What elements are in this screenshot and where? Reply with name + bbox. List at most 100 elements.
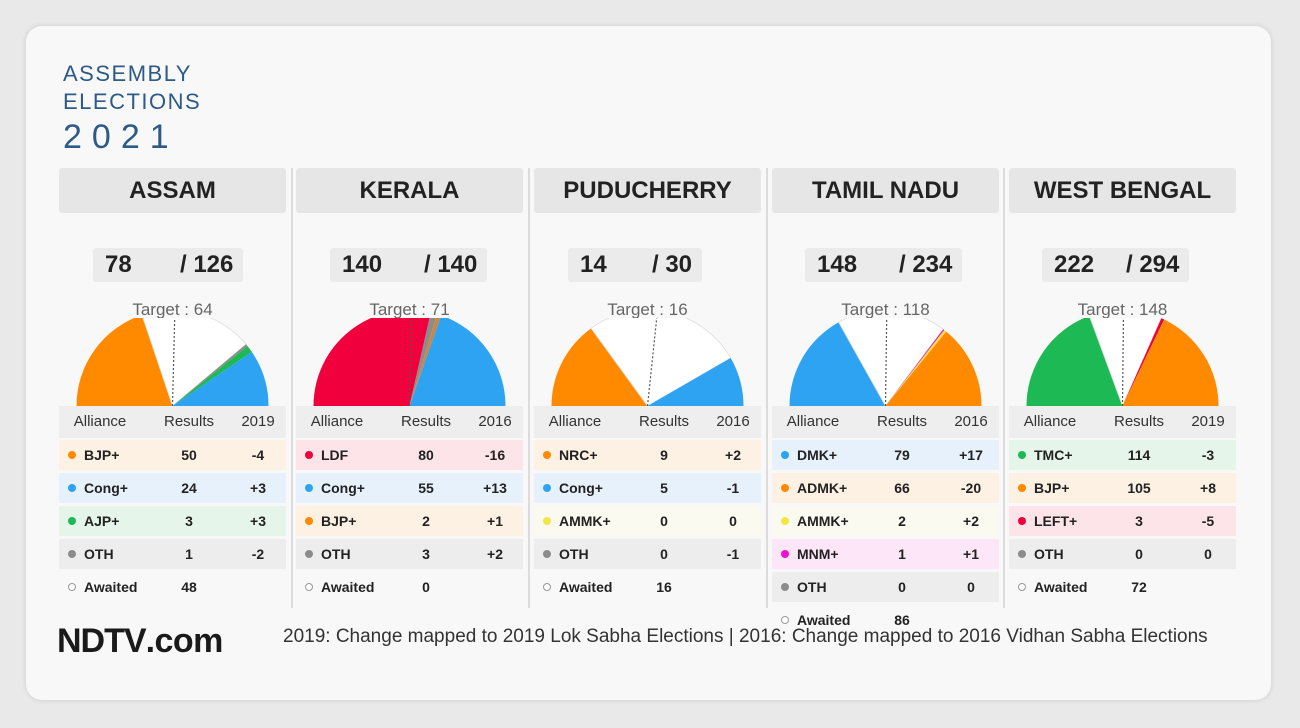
seats-total: / 294 <box>1126 251 1180 278</box>
header-results: Results <box>400 413 452 430</box>
gauge-segment <box>313 318 430 406</box>
alliance-name: OTH <box>559 546 589 562</box>
alliance-name: Awaited <box>559 579 613 595</box>
alliance-change: +1 <box>963 546 979 562</box>
table-header: Alliance Results 2016 <box>534 406 761 438</box>
alliance-results: 3 <box>1135 513 1143 529</box>
legend-dot <box>1018 484 1026 492</box>
legend-dot <box>543 517 551 525</box>
alliance-name: OTH <box>84 546 114 562</box>
alliance-change: +8 <box>1200 480 1216 496</box>
alliance-results: 0 <box>660 513 668 529</box>
alliance-change: +2 <box>725 447 741 463</box>
alliance-results: 48 <box>181 579 197 595</box>
state-name[interactable]: WEST BENGAL <box>1009 168 1236 213</box>
alliance-change: -1 <box>726 546 740 562</box>
seat-count: 78 / 126 <box>93 248 244 282</box>
alliance-results: 72 <box>1131 579 1147 595</box>
legend-dot <box>781 616 789 624</box>
legend-dot <box>305 517 313 525</box>
alliance-results: 5 <box>660 480 668 496</box>
alliance-results: 16 <box>656 579 672 595</box>
alliance-results: 86 <box>894 612 910 628</box>
table-row: LEFT+ 3 -5 <box>1009 506 1236 536</box>
legend-dot <box>68 550 76 558</box>
logo-dotcom: .com <box>145 622 224 660</box>
table-row: Awaited 72 <box>1009 572 1236 602</box>
table-row: Awaited 86 <box>772 605 999 635</box>
legend-dot <box>543 583 551 591</box>
brand-year: 2021 <box>63 118 179 156</box>
alliance-name: BJP+ <box>84 447 120 463</box>
table-row: MNM+ 1 +1 <box>772 539 999 569</box>
legend-dot <box>305 550 313 558</box>
header-change-year: 2016 <box>716 413 750 430</box>
state-name[interactable]: KERALA <box>296 168 523 213</box>
seats-declared: 14 <box>580 251 607 278</box>
footnote: 2019: Change mapped to 2019 Lok Sabha El… <box>283 626 1208 647</box>
table-row: OTH 0 0 <box>1009 539 1236 569</box>
legend-dot <box>543 484 551 492</box>
alliance-change: -2 <box>251 546 265 562</box>
table-row: Awaited 16 <box>534 572 761 602</box>
table-row: LDF 80 -16 <box>296 440 523 470</box>
panel-separator <box>1003 168 1005 608</box>
table-row: OTH 0 -1 <box>534 539 761 569</box>
legend-dot <box>781 583 789 591</box>
target-label: Target : 64 <box>132 300 213 319</box>
header-change-year: 2019 <box>1191 413 1225 430</box>
seat-gauge <box>76 318 269 407</box>
legend-dot <box>305 451 313 459</box>
alliance-change: 0 <box>1204 546 1212 562</box>
legend-dot <box>781 451 789 459</box>
seats-total: / 30 <box>652 251 693 278</box>
alliance-results: 0 <box>1135 546 1143 562</box>
seat-gauge <box>313 318 506 407</box>
seats-total: / 140 <box>424 251 478 278</box>
header-change-year: 2019 <box>241 413 275 430</box>
state-name[interactable]: ASSAM <box>59 168 286 213</box>
alliance-name: BJP+ <box>1034 480 1070 496</box>
legend-dot <box>1018 517 1026 525</box>
alliance-change: +2 <box>963 513 979 529</box>
alliance-change: -4 <box>251 447 265 463</box>
state-name[interactable]: PUDUCHERRY <box>534 168 761 213</box>
table-row: NRC+ 9 +2 <box>534 440 761 470</box>
seat-gauge <box>1026 318 1219 408</box>
seat-count: 148 / 234 <box>805 248 963 282</box>
alliance-results: 1 <box>185 546 193 562</box>
legend-dot <box>1018 451 1026 459</box>
alliance-name: LDF <box>321 447 349 463</box>
alliance-results: 55 <box>418 480 434 496</box>
table-row: Cong+ 5 -1 <box>534 473 761 503</box>
state-name[interactable]: TAMIL NADU <box>772 168 999 213</box>
brand-title: ASSEMBLY ELECTIONS 2021 <box>63 60 201 156</box>
header-results: Results <box>1113 413 1165 430</box>
header-change-year: 2016 <box>478 413 512 430</box>
panel-separator <box>291 168 293 608</box>
logo-ndtv: NDTV <box>57 622 147 660</box>
alliance-name: AMMK+ <box>797 513 849 529</box>
legend-dot <box>543 451 551 459</box>
table-row: AMMK+ 2 +2 <box>772 506 999 536</box>
alliance-results: 105 <box>1127 480 1151 496</box>
seat-count: 14 / 30 <box>568 248 703 282</box>
alliance-results: 0 <box>898 579 906 595</box>
alliance-name: Cong+ <box>84 480 128 496</box>
legend-dot <box>543 550 551 558</box>
ndtv-logo[interactable]: NDTV.com <box>57 622 223 661</box>
table-row: Awaited 0 <box>296 572 523 602</box>
alliance-change: +2 <box>487 546 503 562</box>
alliance-change: -1 <box>726 480 740 496</box>
table-row: Awaited 48 <box>59 572 286 602</box>
alliance-results: 0 <box>422 579 430 595</box>
legend-dot <box>781 484 789 492</box>
table-row: TMC+ 114 -3 <box>1009 440 1236 470</box>
gauge-segment <box>172 344 248 406</box>
header-alliance: Alliance <box>310 413 364 430</box>
legend-dot <box>1018 583 1026 591</box>
target-line <box>884 318 888 407</box>
alliance-name: BJP+ <box>321 513 357 529</box>
alliance-change: +17 <box>959 447 983 463</box>
table-header: Alliance Results 2016 <box>296 406 523 438</box>
